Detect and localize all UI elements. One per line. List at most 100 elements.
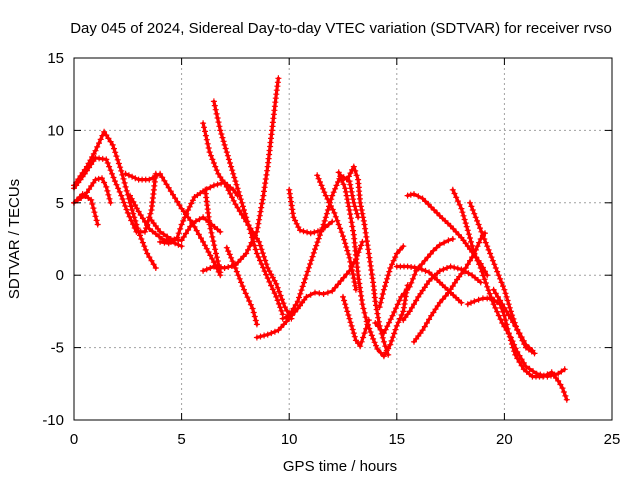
data-point [540, 373, 547, 380]
data-point [148, 257, 155, 264]
data-point [501, 312, 508, 319]
data-point [227, 160, 233, 166]
data-point [315, 235, 322, 242]
data-point [440, 266, 447, 273]
data-point [497, 316, 504, 323]
data-point [106, 195, 113, 202]
data-point [329, 206, 336, 213]
data-point [334, 217, 341, 224]
data-point [117, 164, 124, 171]
data-point [262, 257, 269, 264]
data-point [292, 217, 299, 224]
data-point [397, 246, 403, 253]
data-point [253, 250, 260, 257]
data-point [120, 175, 127, 182]
data-point [360, 305, 367, 312]
data-point [90, 205, 97, 212]
data-point [146, 254, 153, 261]
data-point [252, 232, 259, 239]
data-point [464, 227, 471, 234]
data-point [401, 290, 407, 297]
data-point [223, 149, 230, 156]
data-point [471, 298, 478, 305]
data-point [257, 208, 264, 215]
data-point [135, 208, 142, 215]
data-point [497, 275, 504, 282]
data-point [275, 327, 282, 334]
data-point [344, 176, 351, 183]
data-point [192, 218, 199, 225]
data-point [207, 184, 214, 191]
data-point [393, 250, 400, 257]
data-point [516, 330, 523, 337]
data-point [315, 175, 322, 182]
data-point [555, 370, 562, 377]
data-point [129, 207, 136, 213]
data-point [349, 271, 356, 277]
data-point [278, 307, 285, 314]
data-point [337, 225, 344, 232]
data-point [297, 227, 303, 234]
data-point [479, 268, 485, 275]
data-point [447, 223, 454, 229]
data-point [292, 301, 299, 308]
data-point [187, 223, 194, 230]
data-point [113, 181, 120, 188]
data-point [351, 203, 358, 210]
data-point [518, 362, 525, 369]
data-point [109, 170, 115, 177]
data-point [81, 170, 88, 177]
data-point [224, 152, 231, 159]
data-point [561, 366, 568, 373]
data-point [419, 327, 426, 334]
data-point [95, 175, 102, 182]
data-point [387, 316, 394, 323]
data-point [419, 195, 426, 202]
data-point [344, 308, 351, 315]
data-point [97, 136, 104, 143]
data-point [214, 181, 221, 188]
data-point [206, 149, 213, 156]
data-point [149, 174, 156, 181]
data-point [234, 204, 241, 211]
data-point [445, 289, 452, 296]
data-point [235, 272, 242, 279]
data-point [451, 190, 458, 197]
data-point [139, 239, 146, 246]
data-point [382, 343, 389, 350]
data-point [118, 167, 125, 174]
data-point [210, 238, 217, 245]
data-point [461, 216, 468, 223]
data-point [290, 305, 297, 312]
data-point [411, 271, 418, 278]
data-point [177, 225, 184, 232]
data-point [189, 220, 196, 227]
data-point [485, 287, 492, 294]
data-point [206, 221, 213, 228]
data-point [89, 154, 96, 160]
y-tick-label: -10 [42, 412, 64, 429]
data-point [310, 249, 317, 256]
data-point [230, 197, 237, 204]
data-point [205, 145, 212, 151]
data-point [511, 348, 518, 355]
data-point [165, 184, 172, 191]
data-point [419, 287, 426, 294]
data-point [371, 339, 378, 346]
data-point [246, 298, 253, 304]
data-point [557, 381, 564, 388]
data-point [107, 167, 114, 174]
data-point [314, 239, 321, 246]
data-point [455, 231, 462, 238]
data-point [208, 152, 214, 159]
data-point [232, 201, 239, 208]
data-point [218, 131, 225, 137]
data-point [89, 201, 96, 207]
data-point [332, 284, 339, 291]
data-point [349, 166, 356, 173]
data-point [279, 315, 286, 322]
data-point [332, 185, 339, 192]
x-tick-label: 10 [281, 431, 298, 448]
data-point [150, 261, 157, 268]
data-point [434, 209, 440, 216]
